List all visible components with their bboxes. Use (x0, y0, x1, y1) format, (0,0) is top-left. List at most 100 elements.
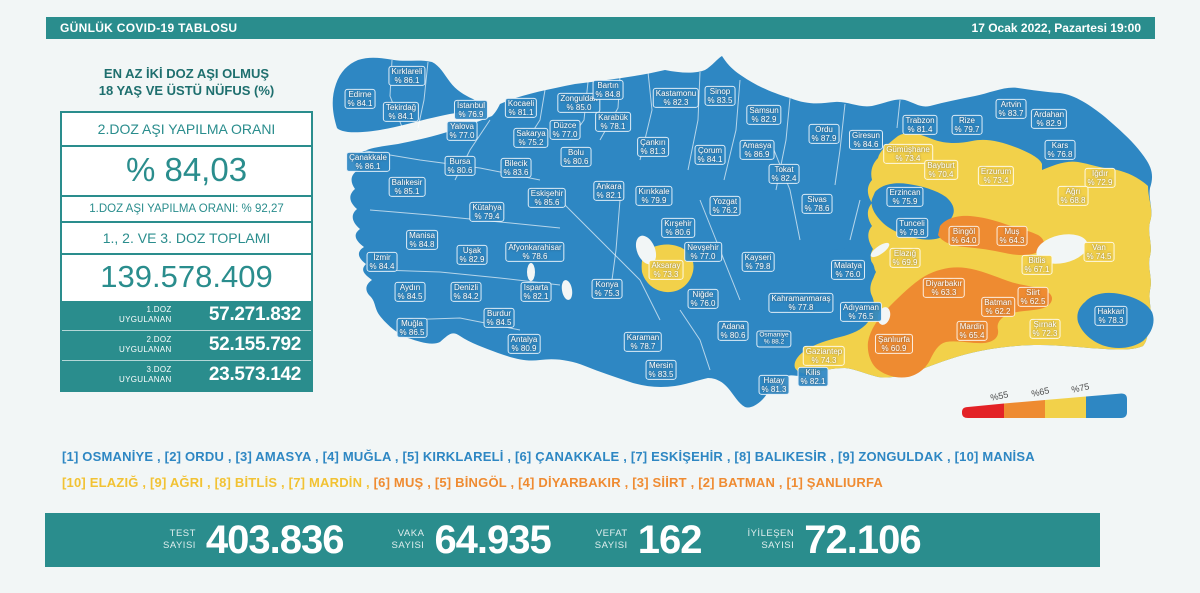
recovered-count: 72.106 (804, 517, 921, 562)
province-label: Kütahya% 79.4 (469, 201, 505, 223)
svg-text:%65: %65 (1031, 385, 1051, 399)
dose2-row: 2.DOZ UYGULANAN 52.155.792 (62, 329, 311, 360)
province-label: Kırklareli% 86.1 (388, 65, 426, 87)
report-date: 17 Ocak 2022, Pazartesi 19:00 (971, 21, 1141, 35)
province-label: Samsun% 82.9 (746, 104, 782, 126)
province-label: Manisa% 84.8 (406, 229, 438, 251)
province-label: Adana% 80.6 (717, 320, 749, 342)
bottom10-provinces: [10] ELAZIĞ , [9] AĞRI , [8] BİTLİS , [7… (62, 475, 883, 490)
province-label: Şanlıurfa% 60.9 (874, 333, 914, 355)
province-label: Kastamonu% 82.3 (652, 87, 700, 109)
province-label: Kahramanmaraş% 77.8 (768, 292, 834, 314)
province-label: Çankırı% 81.3 (637, 136, 669, 158)
province-label: Sakarya% 75.2 (513, 127, 549, 149)
province-label: Niğde% 76.0 (687, 288, 719, 310)
province-label: Konya% 75.3 (591, 278, 623, 300)
province-label: Zonguldak% 85.0 (557, 92, 601, 114)
province-label: Edirne% 84.1 (344, 88, 376, 110)
dose3-row: 3.DOZ UYGULANAN 23.573.142 (62, 359, 311, 390)
province-label: Malatya% 76.0 (830, 259, 866, 281)
province-label: Tunceli% 79.8 (896, 217, 928, 239)
province-label: Ağrı% 68.8 (1057, 185, 1089, 207)
total-doses-value: 139.578.409 (100, 258, 273, 294)
province-label: Ankara% 82.1 (593, 180, 625, 202)
report-title: GÜNLÜK COVID-19 TABLOSU (60, 21, 238, 35)
province-label: Çorum% 84.1 (694, 144, 726, 166)
province-label: Kilis% 82.1 (797, 366, 829, 388)
province-label: Bolu% 80.6 (560, 146, 592, 168)
province-label: Kırşehir% 80.6 (661, 217, 695, 239)
dose-rows: 1.DOZ UYGULANAN 57.271.832 2.DOZ UYGULANAN… (62, 300, 311, 390)
bottom10-orange-part: [6] MUŞ , [5] BİNGÖL , [4] DİYARBAKIR , … (373, 475, 883, 490)
province-label: Isparta% 82.1 (520, 281, 552, 303)
province-label: Bilecik% 83.6 (500, 157, 532, 179)
stat-deaths: VEFAT SAYISI 162 (594, 517, 703, 562)
province-label: Aydın% 84.5 (394, 281, 426, 303)
province-label: Hatay% 81.3 (758, 374, 790, 396)
province-label: Ordu% 87.9 (808, 123, 840, 145)
province-label: Düzce% 77.0 (549, 119, 581, 141)
province-label: Batman% 62.2 (981, 296, 1015, 318)
province-label: Yozgat% 76.2 (709, 195, 741, 217)
province-label: Nevşehir% 77.0 (684, 241, 722, 263)
province-label: Ardahan% 82.9 (1030, 108, 1068, 130)
province-label: Tekirdağ% 84.1 (382, 101, 420, 123)
province-label: Giresun% 84.6 (848, 129, 884, 151)
panel-title: EN AZ İKİ DOZ AŞI OLMUŞ 18 YAŞ VE ÜSTÜ N… (98, 66, 275, 98)
dose2-label: 2.DOZ AŞI YAPILMA ORANI (62, 113, 311, 147)
province-label: Diyarbakır% 63.3 (922, 277, 966, 299)
province-label: Karaman% 78.7 (623, 331, 663, 353)
province-label: Antalya% 80.9 (507, 333, 541, 355)
svg-text:%75: %75 (1071, 381, 1091, 395)
province-label: Osmaniye% 88.2 (756, 330, 792, 348)
province-label: Bingöl% 64.0 (948, 225, 980, 247)
province-label: Bitlis% 67.1 (1021, 254, 1053, 276)
province-label: Karabük% 78.1 (595, 111, 631, 133)
province-label: Çanakkale% 86.1 (346, 151, 390, 173)
total-doses-label: 1., 2. VE 3. DOZ TOPLAMI (62, 223, 311, 255)
map-legend: %55 %65 %75 (962, 381, 1127, 418)
province-label: Rize% 79.7 (951, 114, 983, 136)
app-header: GÜNLÜK COVID-19 TABLOSU 17 Ocak 2022, Pa… (46, 17, 1155, 39)
province-label: Siirt% 62.5 (1017, 286, 1049, 308)
dose2-value: % 84,03 (62, 147, 311, 197)
province-label: Gümüşhane% 73.4 (883, 143, 933, 165)
vaccination-box: 2.DOZ AŞI YAPILMA ORANI % 84,03 1.DOZ AŞ… (60, 110, 313, 392)
province-label: Mersin% 83.5 (645, 359, 677, 381)
province-label: Erzurum% 73.4 (977, 165, 1015, 187)
province-label: Erzincan% 75.9 (886, 186, 924, 208)
dose1-line: 1.DOZ AŞI YAPILMA ORANI: % 92,27 (62, 197, 311, 223)
province-label: Muş% 64.3 (996, 225, 1028, 247)
dose1-count: 57.271.832 (208, 304, 301, 326)
province-label: Afyonkarahisar% 78.6 (505, 241, 565, 263)
province-label: Tokat% 82.4 (768, 163, 800, 185)
province-label: İstanbul% 76.9 (453, 99, 489, 121)
province-label: Hakkari% 78.3 (1094, 305, 1128, 327)
province-label: Van% 74.5 (1083, 241, 1115, 263)
province-label: Adıyaman% 76.5 (839, 301, 883, 323)
province-label: Bursa% 80.6 (444, 155, 476, 177)
province-label: Kocaeli% 81.1 (504, 97, 538, 119)
province-label: Sinop% 83.5 (704, 85, 736, 107)
province-label: Elazığ% 69.9 (889, 247, 921, 269)
province-label: Artvin% 83.7 (995, 98, 1027, 120)
dose2-count: 52.155.792 (208, 334, 301, 356)
province-label: Aksaray% 73.3 (648, 259, 684, 281)
province-label: Kars% 76.8 (1044, 139, 1076, 161)
province-label: Burdur% 84.5 (483, 307, 515, 329)
province-label: Iğdır% 72.9 (1084, 167, 1116, 189)
turkey-map: %55 %65 %75 Edirne% 84.1 Kırklareli% 86.1… (325, 48, 1170, 438)
daily-stats-bar: TEST SAYISI 403.836 VAKA SAYISI 64.935 VEF… (45, 513, 1100, 567)
svg-text:%55: %55 (990, 389, 1010, 403)
case-count: 64.935 (434, 517, 551, 562)
province-label: Bayburt% 70.4 (924, 159, 958, 181)
test-count: 403.836 (205, 517, 345, 562)
province-label: Amasya% 86.9 (739, 139, 775, 161)
dose3-count: 23.573.142 (208, 364, 301, 386)
province-label: Mardin% 65.4 (956, 320, 988, 342)
province-label: Kayseri% 79.8 (741, 251, 775, 273)
province-label: Muğla% 86.5 (396, 317, 428, 339)
dose1-row: 1.DOZ UYGULANAN 57.271.832 (62, 301, 311, 330)
death-count: 162 (637, 517, 703, 562)
